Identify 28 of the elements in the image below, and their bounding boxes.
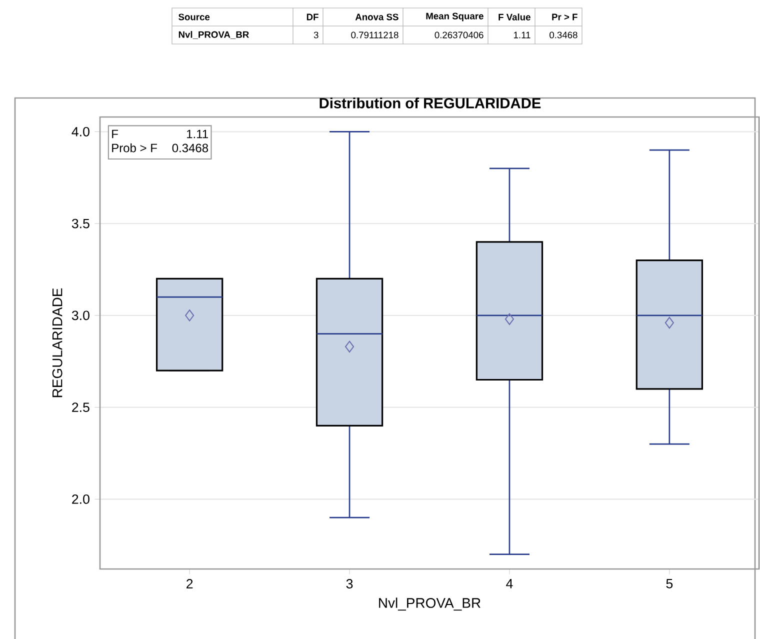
annotation: 1.11	[187, 130, 208, 138]
chart-title: Distribution of REGULARIDADE	[320, 98, 541, 108]
y-tick-label: 3.5	[72, 218, 90, 228]
annotation: 0.3468	[172, 144, 208, 152]
text: 0.79111218	[351, 32, 398, 38]
text: Anova SS	[355, 14, 398, 20]
text: 0.3468	[550, 32, 578, 38]
text: Pr > F	[552, 14, 578, 20]
text: F Value	[498, 14, 530, 20]
y-tick-label: 2.0	[72, 494, 90, 504]
text: DF	[306, 14, 318, 20]
y-tick-label: 4.0	[72, 126, 90, 136]
y-axis-title: REGULARIDADE	[52, 288, 62, 398]
annotation: Prob > F	[112, 143, 157, 152]
x-tick-label: 4	[506, 579, 513, 588]
text: 1.11	[514, 32, 530, 38]
text: Source	[178, 14, 210, 20]
y-tick-label: 2.5	[72, 402, 90, 412]
text: 0.26370406	[434, 32, 484, 38]
x-tick-label: 2	[186, 579, 193, 588]
text: Nvl_PROVA_BR	[178, 31, 249, 39]
text: Mean Square	[426, 12, 484, 22]
text: 3	[314, 32, 318, 38]
x-tick-label: 5	[666, 579, 673, 588]
annotation: F	[112, 130, 118, 138]
y-tick-label: 3.0	[72, 310, 90, 320]
x-axis-title: Nvl_PROVA_BR	[379, 598, 480, 611]
x-tick-label: 3	[346, 579, 353, 588]
